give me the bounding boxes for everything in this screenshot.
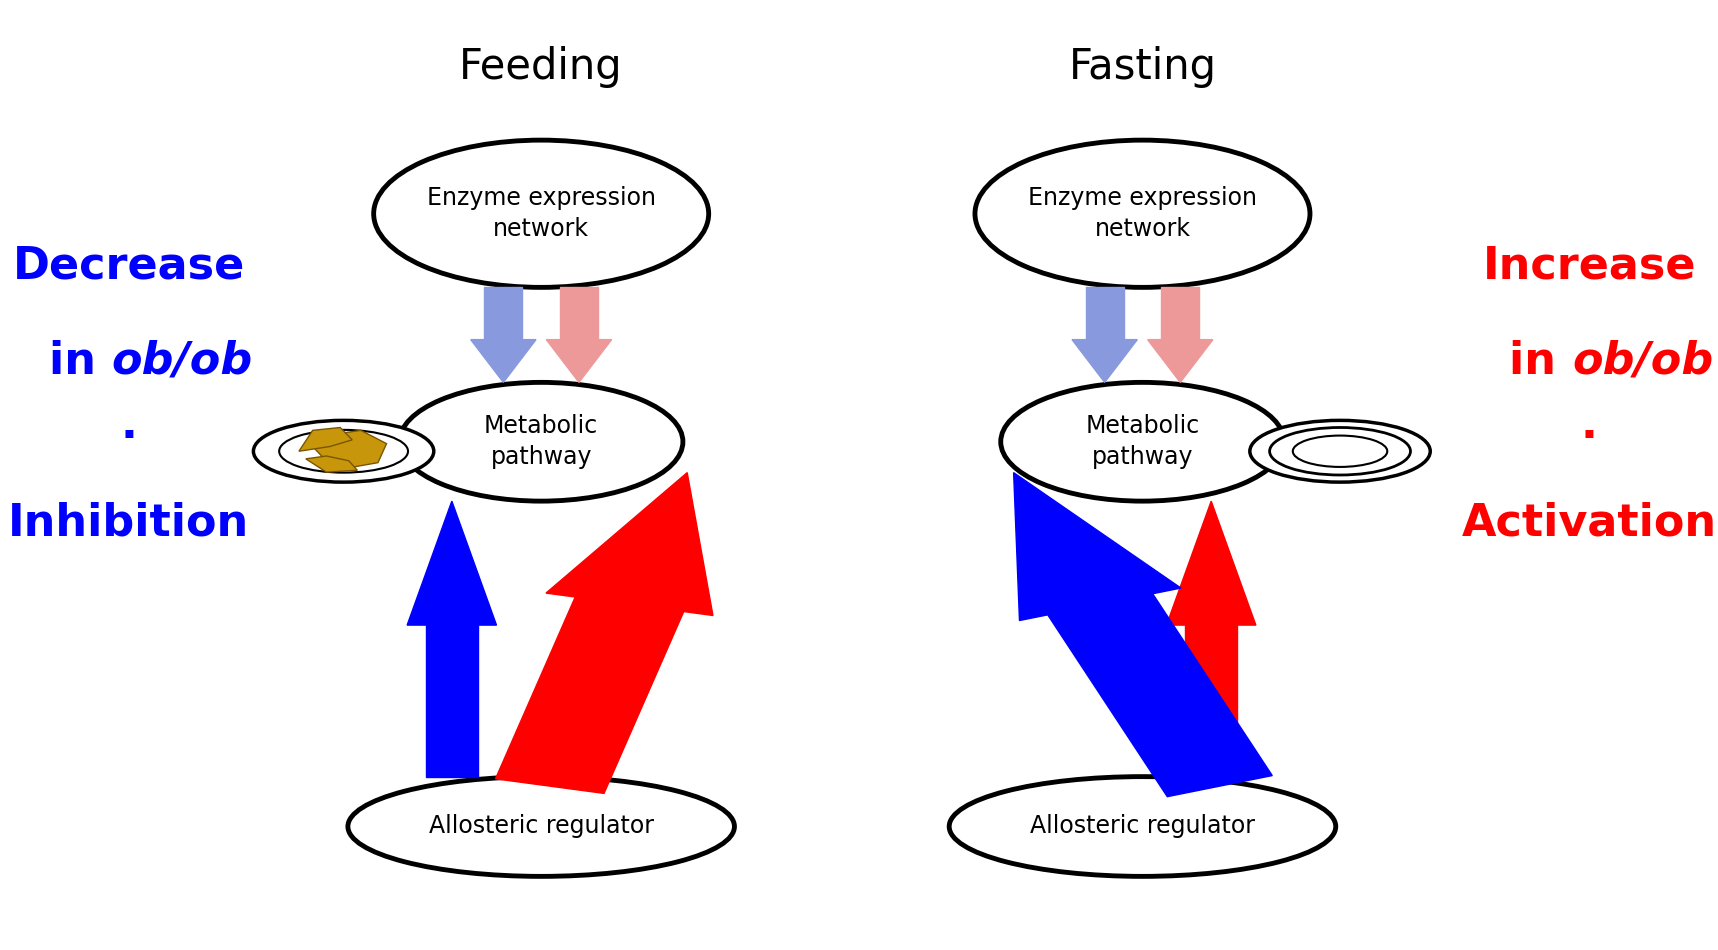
Polygon shape (1048, 594, 1273, 797)
Ellipse shape (1251, 420, 1429, 483)
Polygon shape (1185, 625, 1237, 777)
Text: Enzyme expression
network: Enzyme expression network (426, 186, 656, 241)
Polygon shape (306, 456, 357, 472)
Text: Inhibition: Inhibition (9, 501, 249, 544)
Ellipse shape (347, 777, 734, 876)
Polygon shape (407, 502, 497, 625)
Text: Metabolic
pathway: Metabolic pathway (484, 414, 598, 469)
Text: Enzyme expression
network: Enzyme expression network (1027, 186, 1258, 241)
Ellipse shape (399, 382, 682, 502)
Text: Increase: Increase (1483, 244, 1696, 288)
Text: in: in (50, 339, 112, 383)
Polygon shape (1072, 339, 1137, 382)
Text: Fasting: Fasting (1069, 46, 1216, 87)
Text: Allosteric regulator: Allosteric regulator (1031, 814, 1254, 839)
Polygon shape (546, 339, 612, 382)
Text: ·: · (1581, 415, 1598, 459)
Polygon shape (313, 430, 387, 470)
Text: in: in (1510, 339, 1572, 383)
Text: Allosteric regulator: Allosteric regulator (430, 814, 653, 839)
Ellipse shape (373, 140, 710, 287)
Polygon shape (299, 428, 352, 451)
Polygon shape (484, 287, 522, 339)
Polygon shape (1167, 502, 1256, 625)
Polygon shape (560, 287, 598, 339)
Polygon shape (471, 339, 536, 382)
Polygon shape (1086, 287, 1124, 339)
Ellipse shape (254, 420, 433, 483)
Text: ·: · (120, 415, 137, 459)
Polygon shape (1161, 287, 1199, 339)
Polygon shape (1014, 472, 1180, 620)
Ellipse shape (1000, 382, 1283, 502)
Polygon shape (495, 597, 684, 793)
Polygon shape (546, 472, 713, 616)
Text: Metabolic
pathway: Metabolic pathway (1086, 414, 1199, 469)
Ellipse shape (948, 777, 1337, 876)
Text: ob/ob: ob/ob (1572, 339, 1713, 383)
Polygon shape (426, 625, 478, 777)
Text: Activation: Activation (1462, 501, 1716, 544)
Text: ob/ob: ob/ob (112, 339, 253, 383)
Text: Decrease: Decrease (12, 244, 246, 288)
Polygon shape (1148, 339, 1213, 382)
Text: Feeding: Feeding (459, 46, 624, 87)
Ellipse shape (976, 140, 1309, 287)
